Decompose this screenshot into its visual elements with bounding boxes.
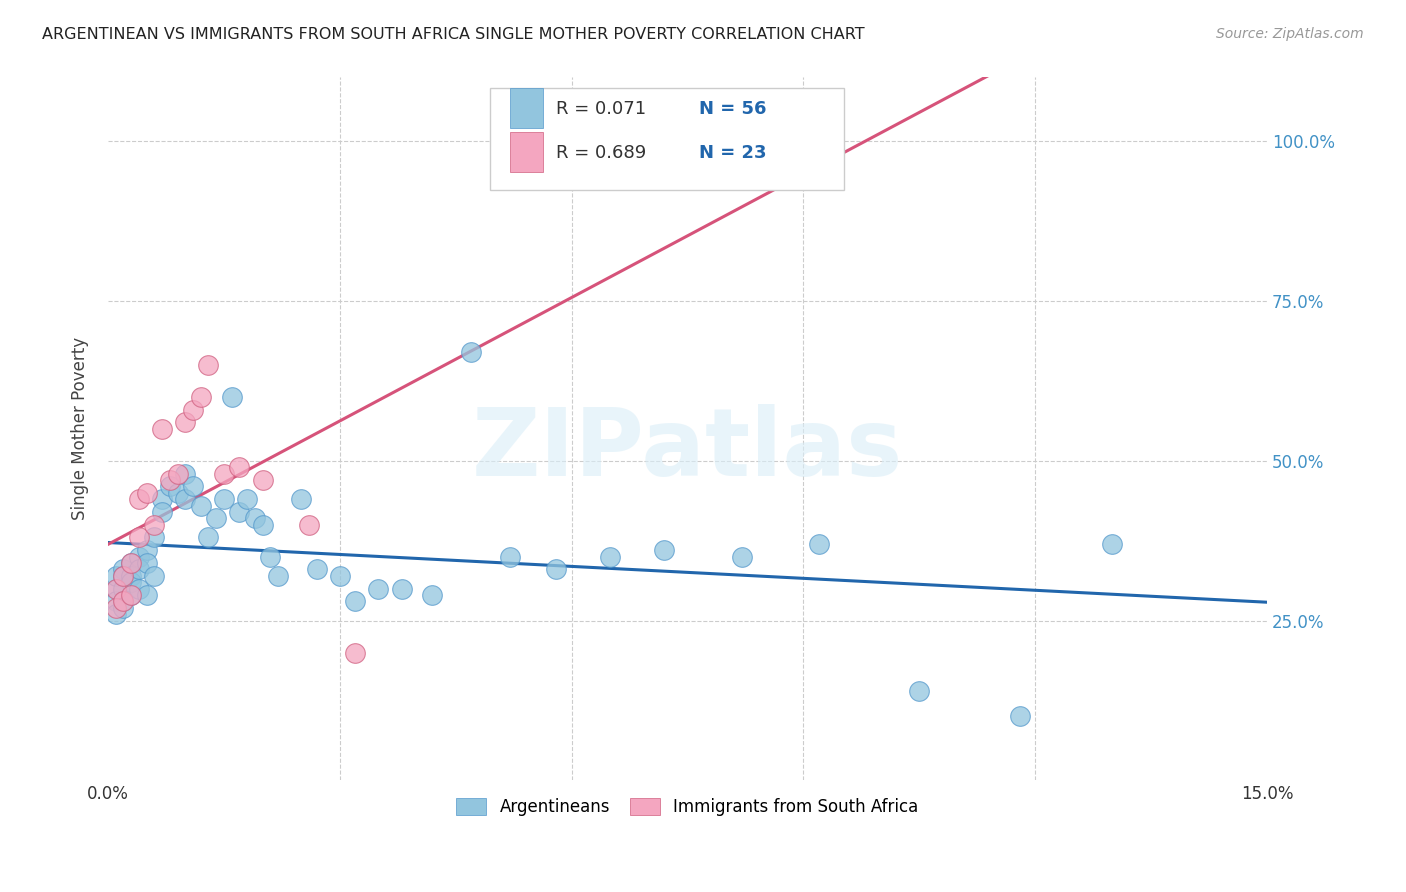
Point [344,594,367,608]
Point [236,492,259,507]
Point [150,492,173,507]
Point [112,569,135,583]
Point [344,646,367,660]
FancyBboxPatch shape [491,88,844,190]
Point [112,562,135,576]
Point [166,467,188,481]
Text: Source: ZipAtlas.com: Source: ZipAtlas.com [1216,27,1364,41]
Point [1008,709,1031,723]
Point [652,543,675,558]
Point [120,588,142,602]
Point [112,594,135,608]
Point [150,505,173,519]
Point [599,549,621,564]
Point [120,569,142,583]
FancyBboxPatch shape [510,132,543,172]
Point [181,402,204,417]
Point [159,479,181,493]
Text: ZIPatlas: ZIPatlas [472,404,903,496]
Text: N = 56: N = 56 [699,100,766,118]
Text: ARGENTINEAN VS IMMIGRANTS FROM SOUTH AFRICA SINGLE MOTHER POVERTY CORRELATION CH: ARGENTINEAN VS IMMIGRANTS FROM SOUTH AFR… [42,27,865,42]
Point [290,492,312,507]
Point [128,582,150,596]
FancyBboxPatch shape [510,87,543,128]
Text: R = 0.689: R = 0.689 [557,145,647,162]
Point [135,543,157,558]
Point [112,600,135,615]
Point [120,556,142,570]
Point [128,549,150,564]
Point [197,358,219,372]
Point [120,588,142,602]
Point [367,582,389,596]
Point [212,492,235,507]
Point [259,549,281,564]
Point [128,531,150,545]
Point [908,683,931,698]
Point [104,582,127,596]
Point [174,492,197,507]
Point [150,422,173,436]
Point [128,492,150,507]
Point [243,511,266,525]
Point [197,531,219,545]
Point [143,531,166,545]
Point [807,537,830,551]
Point [205,511,228,525]
Point [174,467,197,481]
Point [135,588,157,602]
Point [104,600,127,615]
Point [267,569,290,583]
Point [104,594,127,608]
Point [120,575,142,590]
Point [190,390,212,404]
Y-axis label: Single Mother Poverty: Single Mother Poverty [72,337,89,520]
Point [112,594,135,608]
Point [104,569,127,583]
Point [298,517,321,532]
Legend: Argentineans, Immigrants from South Africa: Argentineans, Immigrants from South Afri… [449,789,927,825]
Point [792,115,814,129]
Point [460,345,482,359]
Text: R = 0.071: R = 0.071 [557,100,647,118]
Point [135,556,157,570]
Point [135,485,157,500]
Point [422,588,444,602]
Point [112,569,135,583]
Point [112,582,135,596]
Point [174,416,197,430]
Point [730,549,752,564]
Point [329,569,352,583]
Point [190,499,212,513]
Point [212,467,235,481]
Point [391,582,413,596]
Point [143,569,166,583]
Point [181,479,204,493]
Point [159,473,181,487]
Point [252,517,274,532]
Point [104,582,127,596]
Text: N = 23: N = 23 [699,145,766,162]
Point [166,485,188,500]
Point [221,390,243,404]
Point [128,562,150,576]
Point [228,505,250,519]
Point [546,562,568,576]
Point [252,473,274,487]
Point [1101,537,1123,551]
Point [120,556,142,570]
Point [228,460,250,475]
Point [305,562,328,576]
Point [104,607,127,622]
Point [499,549,522,564]
Point [143,517,166,532]
